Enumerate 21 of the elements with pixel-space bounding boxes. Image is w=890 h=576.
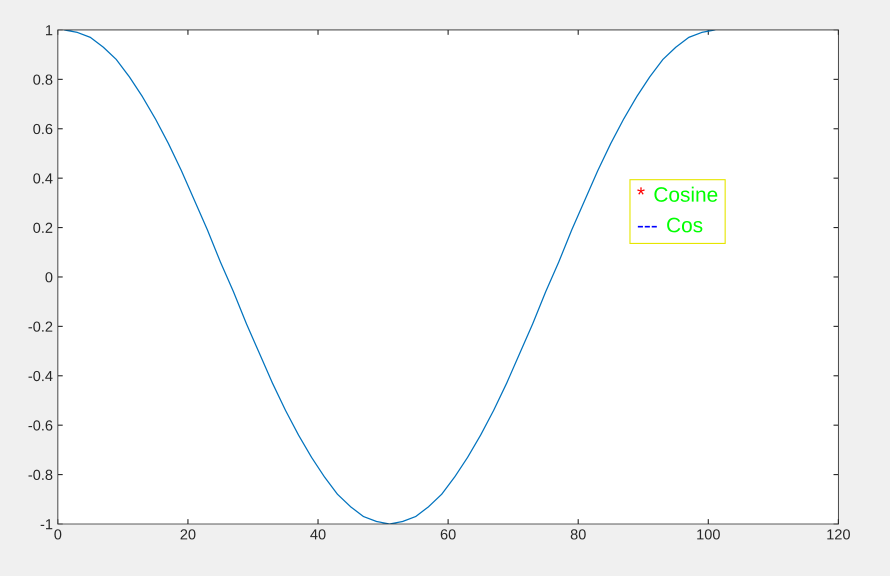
x-tick-label: 80 (570, 529, 586, 540)
y-tick-label: 0.2 (33, 222, 52, 233)
x-tick-label: 20 (180, 529, 196, 540)
x-tick-label: 60 (440, 529, 456, 540)
y-tick-label: 1 (46, 25, 52, 36)
y-tick-label: -1 (40, 519, 52, 530)
y-tick-label: 0.4 (33, 173, 53, 184)
x-tick-label: 120 (827, 529, 850, 540)
y-tick-label: -0.4 (28, 370, 53, 382)
y-tick-label: -0.8 (28, 470, 52, 480)
annotation: --- Cos (638, 218, 702, 232)
y-tick-label: 0 (45, 272, 52, 282)
x-tick-label: 100 (697, 529, 720, 540)
y-tick-label: 0.6 (33, 124, 52, 134)
line-series (64, 30, 716, 524)
annotation: * Cosine (637, 186, 718, 202)
y-tick-label: -0.6 (28, 420, 52, 431)
x-tick-label: 40 (310, 529, 326, 540)
y-tick-label: 0.8 (33, 74, 52, 85)
x-tick-label: 0 (54, 529, 62, 540)
y-tick-label: -0.2 (28, 321, 52, 332)
